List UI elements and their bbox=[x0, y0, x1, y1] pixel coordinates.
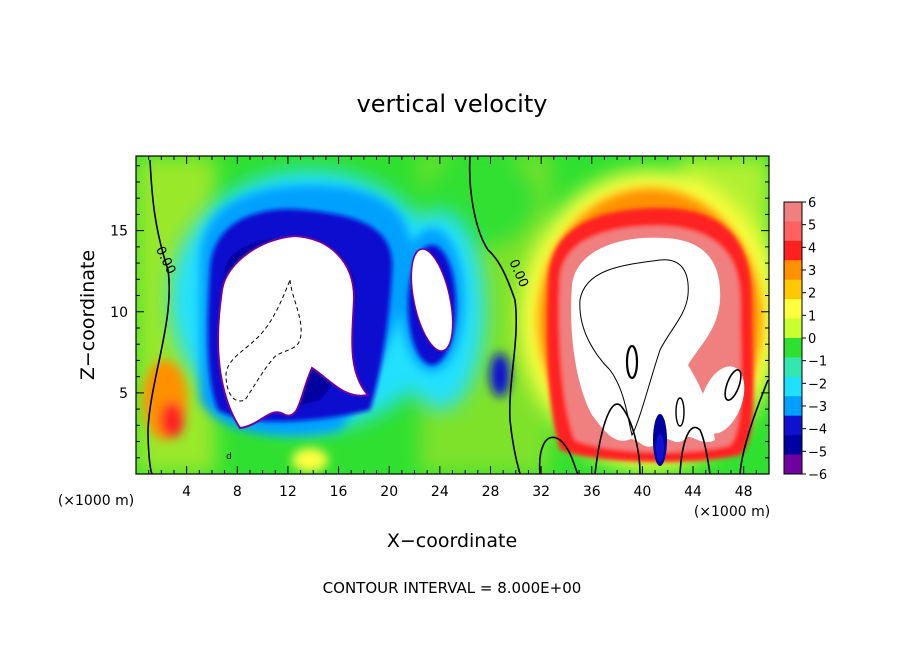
x-tick-label: 24 bbox=[431, 484, 449, 500]
colorbar-swatch bbox=[784, 357, 802, 378]
colorbar: 6 5 4 3 2 1 0 −1 −2 −3 −4 −5 −6 bbox=[783, 196, 827, 483]
colorbar-label: −3 bbox=[808, 400, 827, 415]
chart-title: vertical velocity bbox=[357, 90, 548, 118]
x-unit-label-right: (×1000 m) bbox=[694, 504, 770, 520]
y-axis-label: Z−coordinate bbox=[77, 250, 99, 380]
x-tick-label: 16 bbox=[330, 484, 348, 500]
colorbar-swatch bbox=[784, 299, 802, 320]
colorbar-label: 2 bbox=[808, 287, 816, 302]
colorbar-label: 5 bbox=[808, 219, 816, 234]
colorbar-swatch bbox=[784, 376, 802, 397]
colorbar-label: −2 bbox=[808, 377, 827, 392]
colorbar-swatch bbox=[784, 318, 802, 339]
colorbar-swatch bbox=[784, 260, 802, 281]
x-tick-label: 48 bbox=[735, 484, 753, 500]
colorbar-swatch bbox=[784, 396, 802, 417]
contour-interval-note: CONTOUR INTERVAL = 8.000E+00 bbox=[323, 579, 582, 597]
x-axis-label: X−coordinate bbox=[387, 530, 517, 552]
colorbar-label: 0 bbox=[808, 332, 816, 347]
x-tick-label: 28 bbox=[482, 484, 500, 500]
x-tick-label: 32 bbox=[532, 484, 550, 500]
x-tick-label: 20 bbox=[380, 484, 398, 500]
x-tick-label: 12 bbox=[279, 484, 297, 500]
colorbar-swatch bbox=[784, 240, 802, 261]
colorbar-swatch bbox=[784, 338, 802, 358]
colorbar-swatch bbox=[784, 454, 802, 475]
colorbar-label: 6 bbox=[808, 196, 816, 211]
marker-label: d bbox=[226, 452, 232, 462]
y-tick-label: 10 bbox=[110, 305, 128, 321]
colorbar-label: 3 bbox=[808, 264, 816, 279]
x-tick-label: 4 bbox=[182, 484, 191, 500]
heatmap-field: d bbox=[136, 156, 769, 474]
x-tick-label: 40 bbox=[633, 484, 651, 500]
x-tick-label: 36 bbox=[583, 484, 601, 500]
colorbar-label: 4 bbox=[808, 241, 816, 256]
colorbar-label: −6 bbox=[808, 468, 827, 483]
colorbar-label: 1 bbox=[808, 309, 816, 324]
colorbar-label: −4 bbox=[808, 423, 827, 438]
y-tick-label: 5 bbox=[119, 386, 128, 402]
colorbar-label: −1 bbox=[808, 355, 827, 370]
colorbar-swatch bbox=[784, 435, 802, 456]
x-tick-label: 44 bbox=[684, 484, 702, 500]
colorbar-swatch bbox=[784, 279, 802, 300]
x-tick-label: 8 bbox=[233, 484, 242, 500]
y-tick-label: 15 bbox=[110, 224, 128, 240]
colorbar-label: −5 bbox=[808, 445, 827, 460]
colorbar-swatch bbox=[784, 202, 802, 222]
colorbar-swatch bbox=[784, 221, 802, 242]
colorbar-swatch bbox=[784, 415, 802, 436]
x-unit-label-left: (×1000 m) bbox=[58, 493, 134, 509]
